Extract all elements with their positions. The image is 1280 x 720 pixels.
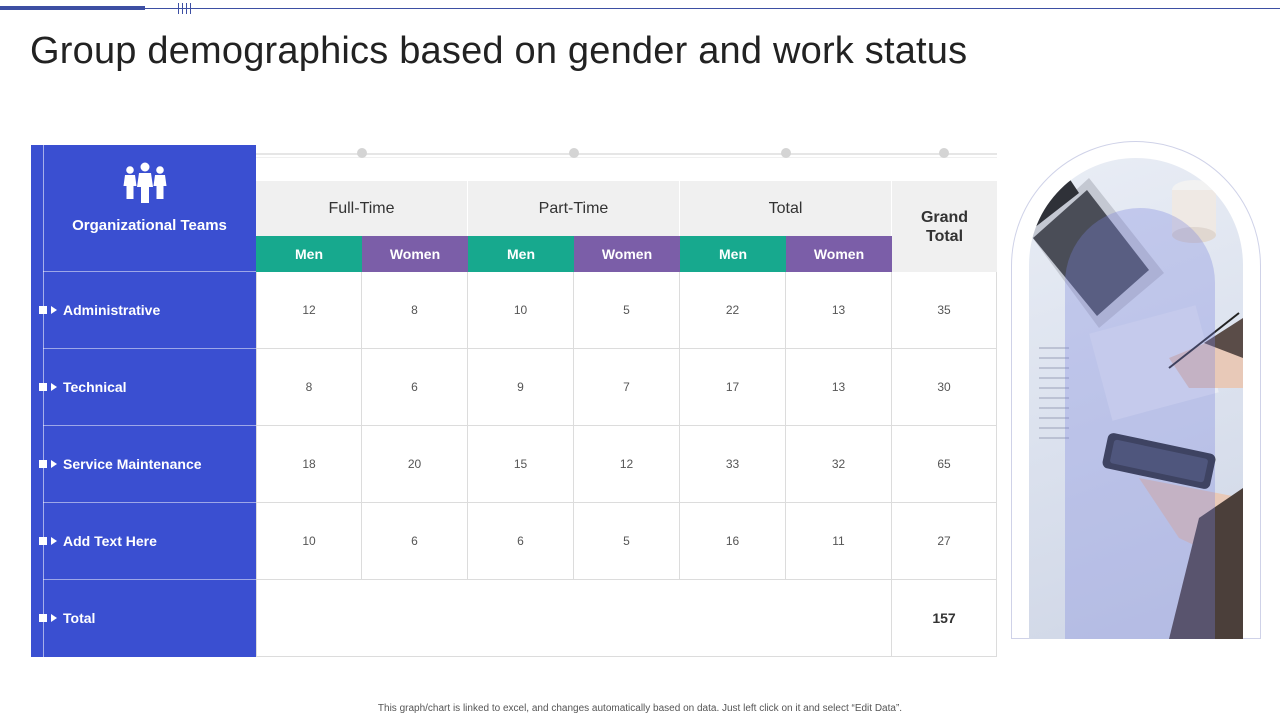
team-column-title: Organizational Teams	[72, 217, 227, 234]
table-cell: 17	[680, 349, 786, 426]
table-cell: 12	[574, 426, 680, 503]
row-label-text: Technical	[63, 379, 127, 395]
table-cell: 8	[362, 272, 468, 349]
grand-total-value: 157	[892, 580, 997, 657]
header-full-time: Full-Time	[256, 181, 468, 236]
table-cell-grand-total: 35	[892, 272, 997, 349]
table-cell: 33	[680, 426, 786, 503]
triangle-right-icon	[51, 614, 57, 622]
table-cell: 13	[786, 272, 892, 349]
row-label-text: Service Maintenance	[63, 456, 202, 472]
header-part-time: Part-Time	[468, 181, 680, 236]
table-cell: 16	[680, 503, 786, 580]
decorative-line	[256, 153, 997, 155]
subheader-men: Men	[468, 236, 574, 272]
row-label-add-text: Add Text Here	[39, 502, 256, 579]
photo-tint-overlay	[1065, 208, 1215, 639]
bullet-square	[39, 460, 47, 468]
table-cell: 9	[468, 349, 574, 426]
header-total: Total	[680, 181, 892, 236]
decorative-dot	[939, 148, 949, 158]
team-panel: Organizational Teams Administrative Tech…	[31, 145, 256, 657]
triangle-right-icon	[51, 306, 57, 314]
panel-edge-line	[43, 145, 44, 657]
table-cell: 6	[362, 349, 468, 426]
row-label-text: Add Text Here	[63, 533, 157, 549]
table-cell: 10	[256, 503, 362, 580]
table-cell: 20	[362, 426, 468, 503]
table-cell: 11	[786, 503, 892, 580]
subheader-women: Women	[574, 236, 680, 272]
table-cell: 32	[786, 426, 892, 503]
row-label-service-maintenance: Service Maintenance	[39, 425, 256, 502]
triangle-right-icon	[51, 537, 57, 545]
table-cell-grand-total: 27	[892, 503, 997, 580]
table-cell: 12	[256, 272, 362, 349]
subheader-men: Men	[680, 236, 786, 272]
row-label-text: Total	[63, 610, 96, 626]
grand-total-header-text: Grand Total	[920, 208, 969, 245]
subheader-men: Men	[256, 236, 362, 272]
office-photo	[1029, 158, 1243, 639]
team-header: Organizational Teams	[31, 145, 256, 271]
header-grand-total: Grand Total	[892, 181, 997, 272]
table-cell: 7	[574, 349, 680, 426]
triangle-right-icon	[51, 460, 57, 468]
demographics-table: Full-Time Part-Time Total Grand Total Me…	[256, 181, 997, 657]
top-tick-marks	[178, 3, 191, 14]
row-label-technical: Technical	[39, 348, 256, 425]
total-row-blank	[256, 580, 892, 657]
table-cell-grand-total: 30	[892, 349, 997, 426]
people-group-icon	[123, 162, 167, 203]
row-label-text: Administrative	[63, 302, 161, 318]
bullet-square	[39, 383, 47, 391]
subheader-women: Women	[362, 236, 468, 272]
table-cell: 10	[468, 272, 574, 349]
decorative-dot	[781, 148, 791, 158]
top-rule-accent	[0, 6, 145, 10]
table-cell: 5	[574, 272, 680, 349]
table-cell: 22	[680, 272, 786, 349]
bullet-square	[39, 537, 47, 545]
table-cell: 6	[362, 503, 468, 580]
bullet-square	[39, 306, 47, 314]
table-cell: 13	[786, 349, 892, 426]
table-cell: 8	[256, 349, 362, 426]
row-label-administrative: Administrative	[39, 271, 256, 348]
decorative-dot	[569, 148, 579, 158]
table-cell: 15	[468, 426, 574, 503]
table-cell: 6	[468, 503, 574, 580]
decorative-line	[256, 157, 997, 158]
subheader-women: Women	[786, 236, 892, 272]
decorative-dot	[357, 148, 367, 158]
table-cell-grand-total: 65	[892, 426, 997, 503]
row-label-total: Total	[39, 579, 256, 656]
triangle-right-icon	[51, 383, 57, 391]
bullet-square	[39, 614, 47, 622]
top-rule	[0, 8, 1280, 9]
office-photo-illustration	[1029, 178, 1243, 639]
table-cell: 5	[574, 503, 680, 580]
table-cell: 18	[256, 426, 362, 503]
page-title: Group demographics based on gender and w…	[30, 30, 968, 72]
footer-note: This graph/chart is linked to excel, and…	[377, 703, 903, 714]
